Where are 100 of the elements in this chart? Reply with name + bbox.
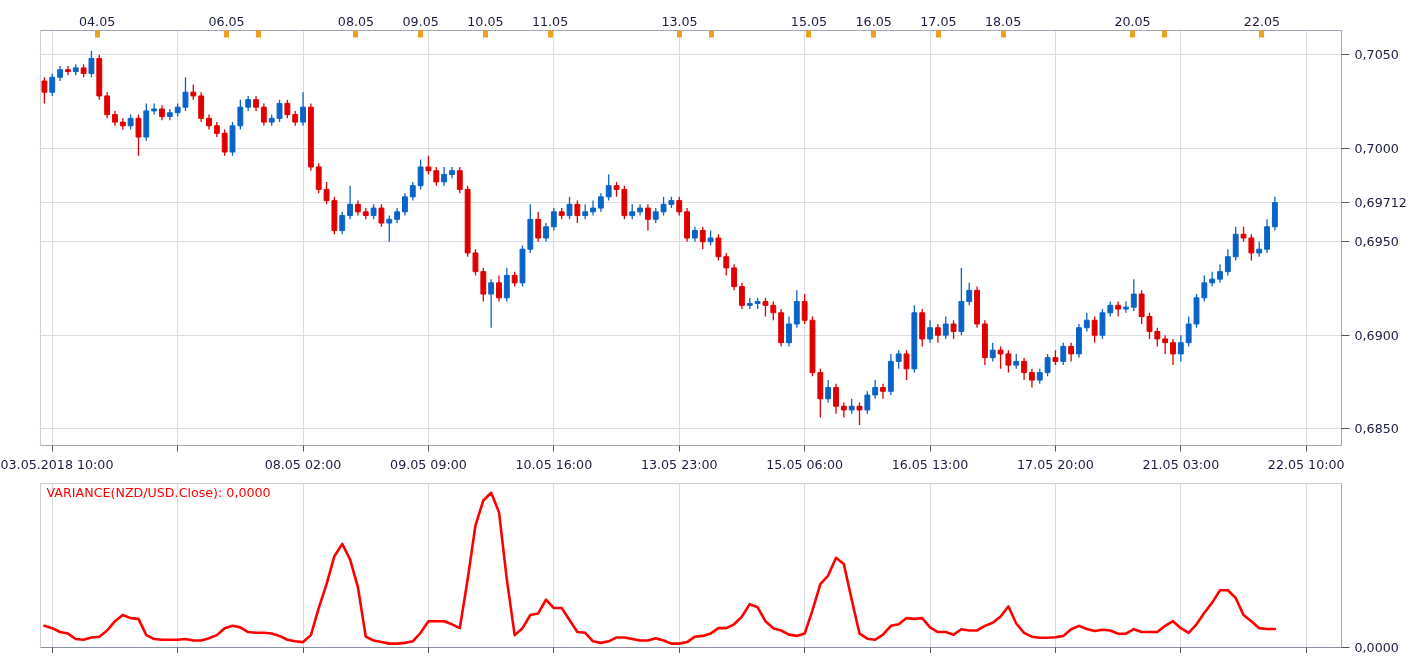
x-tick-label: 09.05 09:00 — [390, 456, 467, 472]
x-tick-label: 08.05 02:00 — [264, 456, 342, 472]
candlestick — [1091, 315, 1098, 344]
candlestick — [1162, 334, 1169, 355]
candlestick — [597, 192, 604, 213]
candlestick — [456, 166, 463, 194]
candlestick — [762, 297, 769, 318]
candlestick — [801, 293, 808, 325]
candlestick — [942, 315, 949, 340]
candlestick — [1264, 218, 1270, 254]
x2-tick-label: 22.05 — [1243, 13, 1281, 29]
candlestick — [339, 211, 346, 235]
candlestick — [903, 349, 910, 381]
candlestick — [1099, 308, 1106, 340]
x-tick-label: 15.05 06:00 — [766, 456, 844, 472]
x2-tick-label: 08.05 — [337, 13, 375, 29]
candlestick — [895, 349, 902, 370]
candlestick — [880, 383, 886, 400]
candlestick — [49, 72, 56, 97]
x-tick-label: 10.05 16:00 — [515, 456, 593, 472]
candlestick — [237, 99, 244, 131]
candlestick — [135, 113, 142, 157]
candlestick — [864, 390, 871, 415]
y-tick-label: 0,6850 — [1354, 421, 1399, 437]
candlestick — [386, 214, 393, 243]
candlestick — [927, 319, 933, 344]
x-tick-label: 22.05 10:00 — [1267, 456, 1345, 472]
candlestick — [1123, 300, 1129, 314]
x-tick-label: 17.05 20:00 — [1017, 456, 1094, 472]
candlestick — [1005, 349, 1012, 374]
candlestick — [699, 226, 706, 250]
candlestick — [276, 99, 283, 123]
x2-tick-label: 09.05 — [402, 13, 439, 29]
candlestick — [989, 342, 996, 363]
candlestick — [590, 199, 596, 217]
candlestick — [503, 267, 510, 303]
candlestick — [488, 278, 495, 329]
candlestick — [1177, 334, 1184, 363]
candlestick — [441, 166, 448, 187]
x2-tick-label: 13.05 — [661, 13, 698, 29]
candlestick — [1201, 274, 1208, 303]
candlestick — [402, 192, 408, 217]
candlestick — [1224, 248, 1231, 277]
annotation: VARIANCE(NZD/USD.Close): 0,0000 — [46, 484, 271, 500]
candlestick — [1029, 368, 1035, 389]
candlestick — [574, 199, 581, 224]
candlestick — [856, 401, 863, 426]
x2-tick-label: 10.05 — [467, 13, 504, 29]
candlestick — [182, 76, 189, 112]
x-tick-label: 16.05 13:00 — [891, 456, 969, 472]
candlestick — [833, 383, 839, 415]
x-tick-label: 03.05.2018 10:00 — [0, 456, 114, 472]
x-tick-label: 21.05 03:00 — [1142, 456, 1220, 472]
candlestick — [1068, 342, 1075, 363]
candlestick — [934, 323, 941, 344]
candlestick — [1248, 233, 1255, 262]
y-tick-label: 0,6950 — [1354, 234, 1399, 250]
candlestick — [1115, 300, 1122, 318]
candlestick — [417, 158, 424, 191]
candlestick — [260, 102, 267, 127]
candlestick — [1060, 342, 1067, 366]
x2-tick-label: 06.05 — [208, 13, 245, 29]
candlestick — [950, 319, 957, 340]
candlestick — [739, 282, 745, 310]
candlestick — [347, 185, 353, 220]
candlestick — [1232, 226, 1239, 262]
x-tick-label: 13.05 23:00 — [640, 456, 718, 472]
candlestick — [825, 379, 832, 404]
candlestick — [1130, 278, 1137, 312]
candlestick — [566, 196, 573, 220]
candlestick — [793, 289, 800, 329]
candlestick — [104, 91, 111, 120]
candlestick — [770, 300, 777, 321]
x2-tick-label: 17.05 — [920, 13, 957, 29]
x2-tick-label: 18.05 — [984, 13, 1022, 29]
candlestick — [543, 222, 549, 243]
y-tick-label: 0,69712 — [1354, 194, 1407, 210]
candlestick — [284, 99, 291, 120]
candlestick — [1217, 263, 1223, 284]
candlestick — [1185, 315, 1192, 348]
candlestick — [496, 274, 502, 303]
candlestick — [731, 263, 738, 291]
candlestick — [409, 181, 416, 202]
candlestick — [65, 65, 71, 77]
candlestick — [550, 207, 557, 232]
x2-tick-label: 04.05 — [79, 13, 116, 29]
candlestick — [676, 196, 683, 217]
x2-tick-label: 11.05 — [532, 13, 569, 29]
candlestick — [1083, 312, 1090, 333]
candlestick — [872, 379, 879, 400]
candlestick — [605, 173, 612, 202]
x2-tick-label: 16.05 — [855, 13, 892, 29]
y-tick-label: 0,7000 — [1354, 140, 1399, 156]
y-tick-label: 0,6900 — [1354, 327, 1399, 343]
candlestick — [637, 203, 643, 217]
candlestick — [378, 203, 385, 228]
text: 0,0000 — [1354, 640, 1399, 655]
candlestick — [198, 91, 205, 123]
candlestick — [966, 282, 973, 306]
candlestick — [41, 76, 48, 105]
